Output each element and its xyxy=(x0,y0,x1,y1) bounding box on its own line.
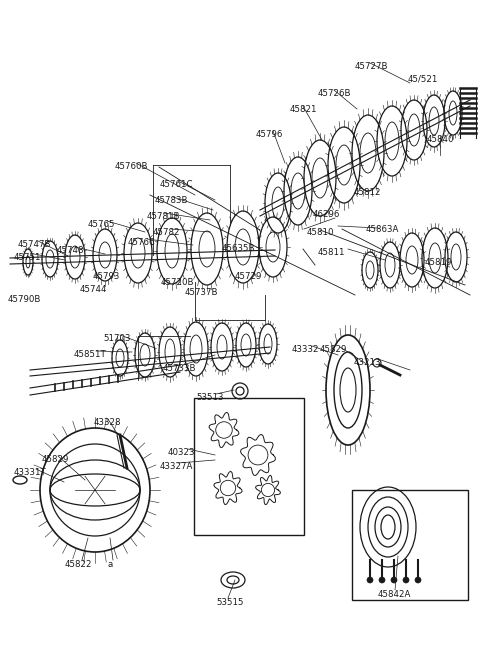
Text: 45747B: 45747B xyxy=(18,240,51,249)
Text: 45781B: 45781B xyxy=(147,212,180,221)
Text: 45744: 45744 xyxy=(80,285,108,294)
Text: 45822: 45822 xyxy=(65,560,93,569)
Text: 45810: 45810 xyxy=(307,228,335,237)
Text: 40323: 40323 xyxy=(168,448,195,457)
Text: 46296: 46296 xyxy=(313,210,340,219)
Text: 43332: 43332 xyxy=(292,345,320,354)
Circle shape xyxy=(379,577,385,583)
Text: 45842A: 45842A xyxy=(378,590,411,599)
Circle shape xyxy=(391,577,397,583)
Text: 53513: 53513 xyxy=(196,393,224,402)
Text: 45821: 45821 xyxy=(290,105,317,114)
Text: 43213: 43213 xyxy=(354,358,382,367)
Text: 45733B: 45733B xyxy=(163,364,196,373)
Text: 45760B: 45760B xyxy=(115,162,148,171)
Text: a: a xyxy=(107,560,112,569)
Text: 45751: 45751 xyxy=(14,253,41,262)
Text: 45748: 45748 xyxy=(57,246,84,255)
Text: 45737B: 45737B xyxy=(185,288,218,297)
Circle shape xyxy=(403,577,409,583)
Text: 45726B: 45726B xyxy=(318,89,351,98)
Text: 43328: 43328 xyxy=(94,418,121,427)
Text: 45782: 45782 xyxy=(153,228,180,237)
Text: 45/521: 45/521 xyxy=(408,74,438,83)
Text: 45790B: 45790B xyxy=(8,295,41,304)
Text: 43327A: 43327A xyxy=(160,462,193,471)
Text: 45851T: 45851T xyxy=(74,350,107,359)
Text: 45863A: 45863A xyxy=(366,225,399,234)
Text: 45720B: 45720B xyxy=(161,278,194,287)
Text: 45812: 45812 xyxy=(354,188,382,197)
Text: 45727B: 45727B xyxy=(355,62,388,71)
Circle shape xyxy=(415,577,421,583)
Bar xyxy=(194,398,304,535)
Text: 45796: 45796 xyxy=(256,130,283,139)
Circle shape xyxy=(367,577,373,583)
Text: 45829: 45829 xyxy=(42,455,70,464)
Text: 51703: 51703 xyxy=(103,334,131,343)
Text: 45765: 45765 xyxy=(88,220,116,229)
Text: 45635B: 45635B xyxy=(222,244,255,253)
Text: 45793: 45793 xyxy=(93,272,120,281)
Text: 45766: 45766 xyxy=(128,238,156,247)
Text: 45811: 45811 xyxy=(318,248,346,257)
Bar xyxy=(352,490,468,600)
Text: 45819: 45819 xyxy=(425,258,452,267)
Text: 45783B: 45783B xyxy=(155,196,189,205)
Text: 45761C: 45761C xyxy=(160,180,193,189)
Text: 45829: 45829 xyxy=(320,345,348,354)
Text: 45729: 45729 xyxy=(235,272,263,281)
Text: 43331T: 43331T xyxy=(14,468,47,477)
Text: 53515: 53515 xyxy=(216,598,243,607)
Text: 45840: 45840 xyxy=(427,135,455,144)
